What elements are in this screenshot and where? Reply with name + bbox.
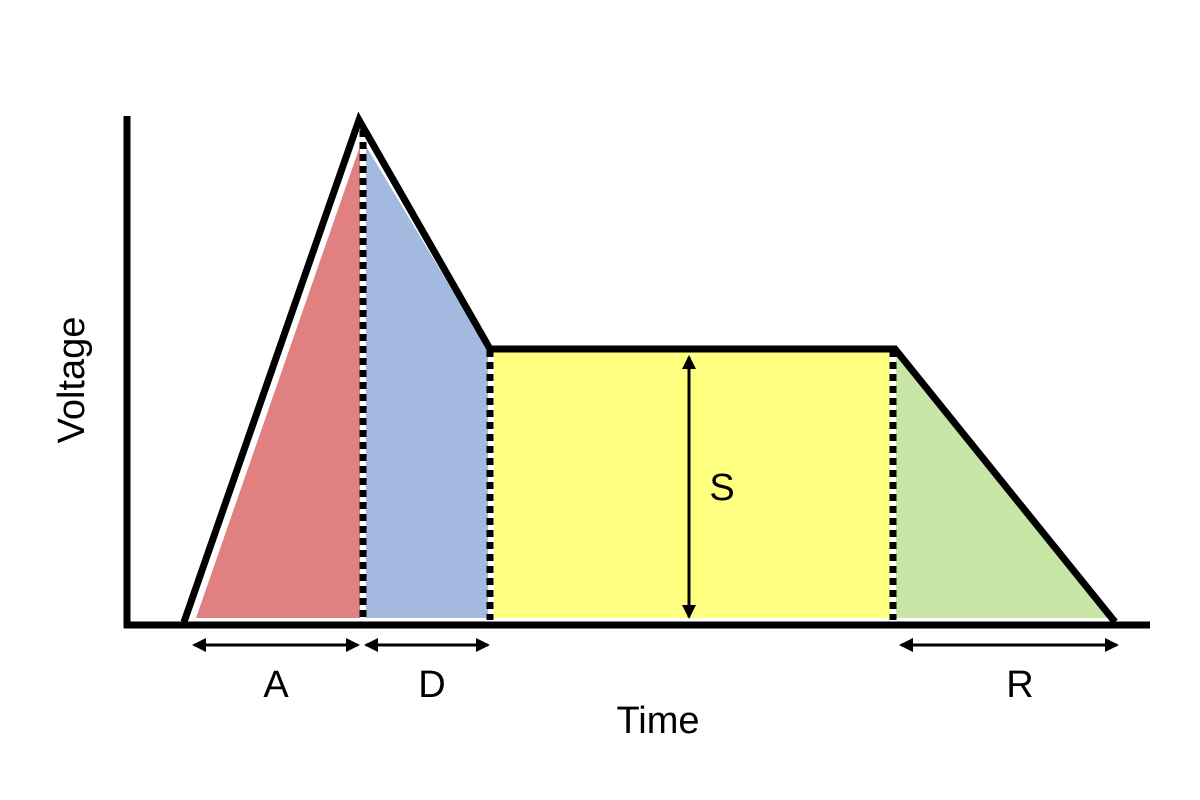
- y-axis-label: Voltage: [51, 317, 93, 444]
- envelope-line: [180, 111, 1118, 625]
- release-label: R: [1006, 664, 1033, 706]
- sustain-region: [494, 352, 890, 618]
- decay-region: [366, 146, 488, 618]
- decay-label: D: [418, 664, 445, 706]
- attack-region: [196, 146, 360, 618]
- attack-label: A: [263, 664, 289, 706]
- x-axis-label: Time: [616, 700, 699, 742]
- sustain-label: S: [709, 467, 734, 509]
